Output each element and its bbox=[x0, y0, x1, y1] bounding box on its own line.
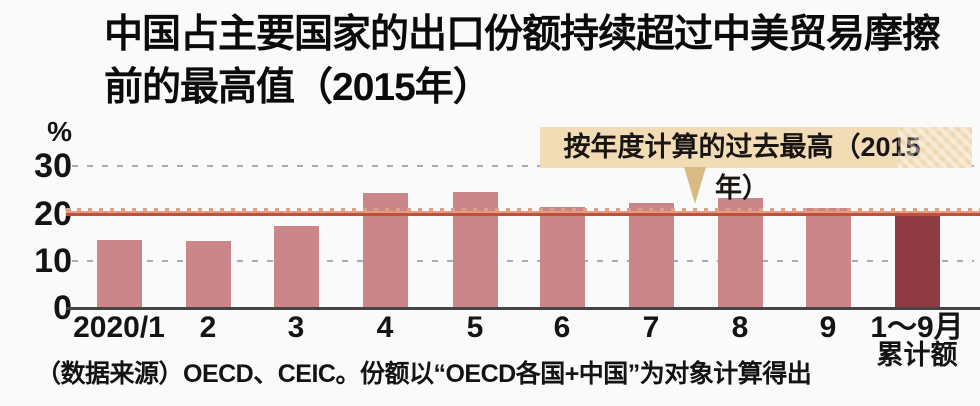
bar-7 bbox=[629, 203, 674, 308]
x-tick-3: 3 bbox=[287, 311, 305, 344]
x-tick-8: 8 bbox=[731, 311, 749, 344]
chart-title-line-1: 中国占主要国家的出口份额持续超过中美贸易摩擦 bbox=[104, 13, 941, 56]
gridline-10 bbox=[72, 260, 974, 262]
annotation-pointer-triangle bbox=[684, 167, 706, 204]
y-axis-unit-label: % bbox=[47, 116, 72, 147]
annotation-label: 按年度计算的过去最高（2015年） bbox=[563, 132, 921, 203]
reference-line-dotted bbox=[66, 208, 980, 211]
x-axis-line bbox=[66, 307, 980, 310]
bar-8 bbox=[718, 198, 763, 308]
y-tick-10: 10 bbox=[34, 242, 72, 280]
x-tick-4: 4 bbox=[376, 311, 394, 344]
bar-6 bbox=[540, 207, 585, 308]
gridline-30 bbox=[72, 165, 974, 167]
x-tick-7: 7 bbox=[642, 311, 660, 344]
bar-2020/1 bbox=[97, 240, 142, 308]
annotation-watermark-texture bbox=[898, 127, 972, 168]
annotation-callout: 按年度计算的过去最高（2015年） bbox=[540, 127, 972, 203]
x-tick-last-note: 累计额 bbox=[876, 340, 958, 370]
x-tick-9: 9 bbox=[819, 311, 837, 344]
bar-2 bbox=[186, 241, 231, 308]
chart-title-line-2: 前的最高值（2015年） bbox=[104, 66, 492, 109]
data-source-note: （数据来源）OECD、CEIC。份额以“OECD各国+中国”为对象计算得出 bbox=[36, 360, 812, 388]
reference-line-band bbox=[66, 211, 980, 213]
x-tick-5: 5 bbox=[466, 311, 484, 344]
y-tick-20: 20 bbox=[34, 195, 72, 233]
bar-3 bbox=[274, 226, 319, 308]
x-tick-2020/1: 2020/1 bbox=[73, 311, 165, 344]
reference-line-2015-max bbox=[66, 213, 980, 216]
y-tick-30: 30 bbox=[34, 147, 72, 185]
chart-title: 中国占主要国家的出口份额持续超过中美贸易摩擦 前的最高值（2015年） bbox=[104, 8, 964, 114]
y-tick-0: 0 bbox=[53, 289, 72, 327]
x-tick-2: 2 bbox=[199, 311, 217, 344]
bar-9 bbox=[806, 208, 851, 308]
bar-1～9月 bbox=[895, 213, 940, 308]
x-tick-6: 6 bbox=[553, 311, 571, 344]
x-tick-1～9月: 1～9月 bbox=[870, 311, 964, 344]
